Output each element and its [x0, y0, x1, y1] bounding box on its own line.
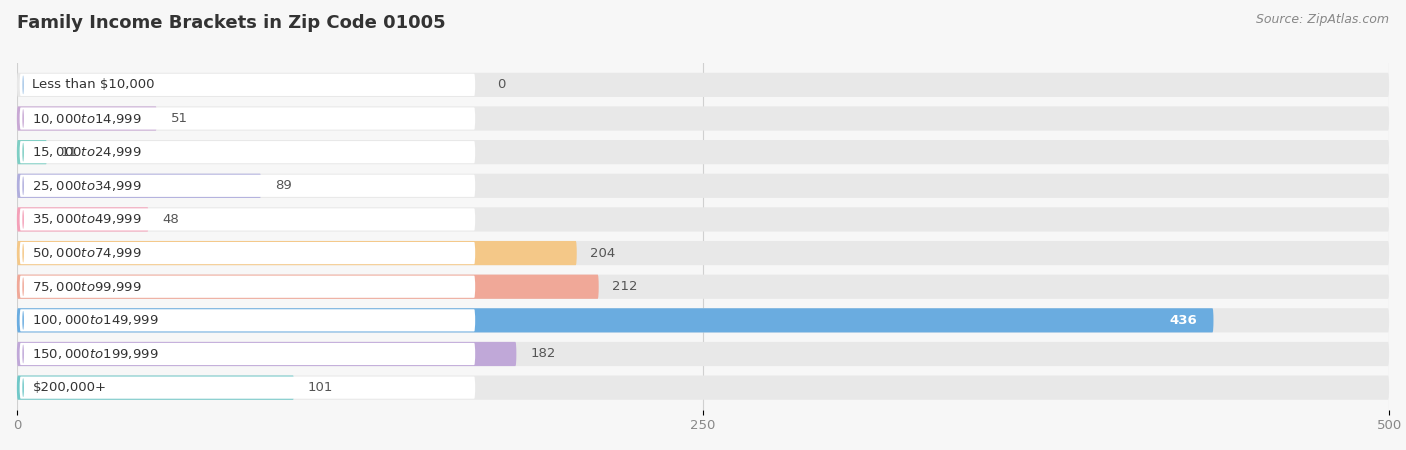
Circle shape	[22, 243, 24, 262]
FancyBboxPatch shape	[17, 140, 1389, 164]
Circle shape	[22, 143, 24, 162]
Text: 11: 11	[60, 146, 77, 159]
Circle shape	[22, 378, 24, 397]
FancyBboxPatch shape	[17, 174, 1389, 198]
Text: 212: 212	[613, 280, 638, 293]
Text: $10,000 to $14,999: $10,000 to $14,999	[32, 112, 142, 126]
Text: 182: 182	[530, 347, 555, 360]
FancyBboxPatch shape	[17, 207, 1389, 232]
Text: $25,000 to $34,999: $25,000 to $34,999	[32, 179, 142, 193]
FancyBboxPatch shape	[17, 274, 1389, 299]
FancyBboxPatch shape	[17, 308, 1213, 333]
Circle shape	[22, 109, 24, 128]
FancyBboxPatch shape	[17, 375, 294, 400]
Text: $75,000 to $99,999: $75,000 to $99,999	[32, 280, 142, 294]
FancyBboxPatch shape	[20, 275, 475, 298]
Text: $150,000 to $199,999: $150,000 to $199,999	[32, 347, 159, 361]
FancyBboxPatch shape	[17, 342, 1389, 366]
FancyBboxPatch shape	[20, 343, 475, 365]
Text: $50,000 to $74,999: $50,000 to $74,999	[32, 246, 142, 260]
Circle shape	[22, 210, 24, 229]
FancyBboxPatch shape	[20, 108, 475, 130]
Text: $100,000 to $149,999: $100,000 to $149,999	[32, 313, 159, 327]
FancyBboxPatch shape	[20, 208, 475, 230]
FancyBboxPatch shape	[17, 207, 149, 232]
Text: 51: 51	[170, 112, 187, 125]
FancyBboxPatch shape	[17, 174, 262, 198]
Text: Family Income Brackets in Zip Code 01005: Family Income Brackets in Zip Code 01005	[17, 14, 446, 32]
FancyBboxPatch shape	[20, 377, 475, 399]
FancyBboxPatch shape	[17, 106, 157, 130]
FancyBboxPatch shape	[17, 140, 46, 164]
Circle shape	[22, 277, 24, 296]
Text: Less than $10,000: Less than $10,000	[32, 78, 155, 91]
Text: 89: 89	[274, 179, 291, 192]
FancyBboxPatch shape	[20, 74, 475, 96]
FancyBboxPatch shape	[17, 241, 576, 265]
Circle shape	[22, 176, 24, 195]
Text: 436: 436	[1170, 314, 1197, 327]
Text: 0: 0	[498, 78, 506, 91]
FancyBboxPatch shape	[17, 106, 1389, 130]
FancyBboxPatch shape	[20, 242, 475, 264]
FancyBboxPatch shape	[17, 73, 1389, 97]
FancyBboxPatch shape	[17, 342, 516, 366]
Text: Source: ZipAtlas.com: Source: ZipAtlas.com	[1256, 14, 1389, 27]
FancyBboxPatch shape	[20, 309, 475, 332]
FancyBboxPatch shape	[20, 141, 475, 163]
FancyBboxPatch shape	[17, 274, 599, 299]
Text: $35,000 to $49,999: $35,000 to $49,999	[32, 212, 142, 226]
Circle shape	[22, 345, 24, 364]
Text: 101: 101	[308, 381, 333, 394]
Circle shape	[22, 311, 24, 330]
Circle shape	[22, 76, 24, 94]
Text: 204: 204	[591, 247, 616, 260]
FancyBboxPatch shape	[20, 175, 475, 197]
Text: $15,000 to $24,999: $15,000 to $24,999	[32, 145, 142, 159]
FancyBboxPatch shape	[17, 241, 1389, 265]
Text: 48: 48	[162, 213, 179, 226]
FancyBboxPatch shape	[17, 308, 1389, 333]
Text: $200,000+: $200,000+	[32, 381, 107, 394]
FancyBboxPatch shape	[17, 375, 1389, 400]
